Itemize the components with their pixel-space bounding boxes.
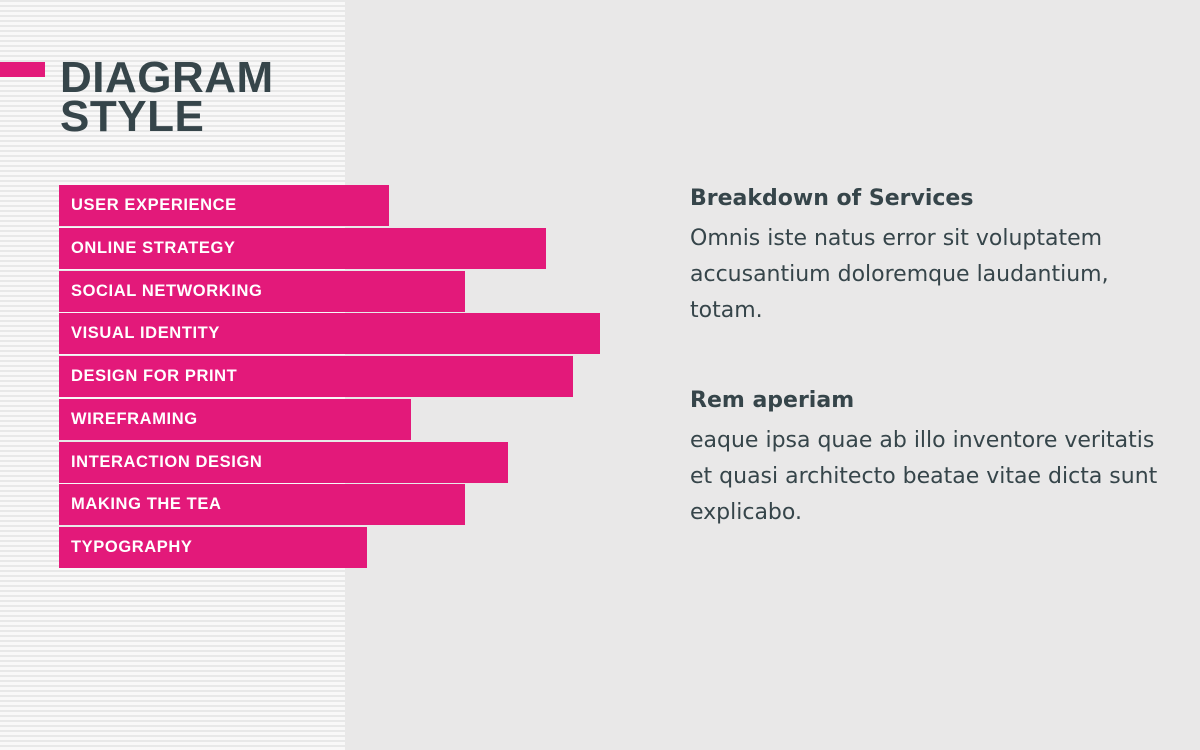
- rem-aperiam-body: eaque ipsa quae ab illo inventore verita…: [690, 428, 1158, 525]
- bar-wireframing: WIREFRAMING: [59, 399, 411, 440]
- bar-visual-identity: VISUAL IDENTITY: [59, 313, 600, 354]
- bar-interaction-design: INTERACTION DESIGN: [59, 442, 508, 483]
- bar-label: SOCIAL NETWORKING: [71, 282, 263, 300]
- bar-label: MAKING THE TEA: [71, 495, 222, 513]
- bar-typography: TYPOGRAPHY: [59, 527, 367, 568]
- bar-user-experience: USER EXPERIENCE: [59, 185, 389, 226]
- accent-tab: [0, 62, 45, 77]
- services-breakdown-body: Omnis iste natus error sit voluptatem ac…: [690, 226, 1109, 323]
- bar-online-strategy: ONLINE STRATEGY: [59, 228, 546, 269]
- rem-aperiam-block: Rem aperiam eaque ipsa quae ab illo inve…: [690, 387, 1160, 531]
- rem-aperiam-heading: Rem aperiam: [690, 388, 855, 413]
- bar-label: DESIGN FOR PRINT: [71, 367, 238, 385]
- services-breakdown-block: Breakdown of Services Omnis iste natus e…: [690, 185, 1160, 329]
- bar-social-networking: SOCIAL NETWORKING: [59, 271, 465, 312]
- slide-title-line1: DIAGRAM: [60, 53, 274, 102]
- bar-label: USER EXPERIENCE: [71, 196, 237, 214]
- bar-design-for-print: DESIGN FOR PRINT: [59, 356, 573, 397]
- bar-label: TYPOGRAPHY: [71, 538, 193, 556]
- bar-making-the-tea: MAKING THE TEA: [59, 484, 465, 525]
- bar-label: INTERACTION DESIGN: [71, 453, 263, 471]
- services-breakdown-heading: Breakdown of Services: [690, 186, 974, 211]
- slide-title: DIAGRAM STYLE: [60, 53, 274, 141]
- services-bar-chart: USER EXPERIENCE ONLINE STRATEGY SOCIAL NET…: [59, 185, 619, 570]
- slide-title-line2: STYLE: [60, 92, 205, 141]
- bar-label: VISUAL IDENTITY: [71, 324, 220, 342]
- bar-label: ONLINE STRATEGY: [71, 239, 236, 257]
- bar-label: WIREFRAMING: [71, 410, 198, 428]
